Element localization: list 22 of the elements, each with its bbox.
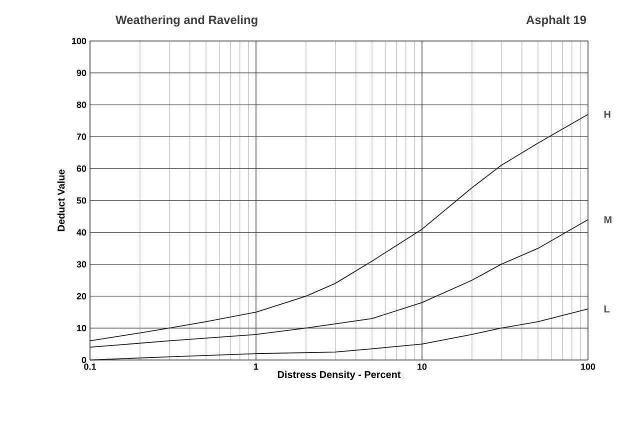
x-tick-label: 100 [581, 364, 596, 370]
x-axis-title: Distress Density - Percent [278, 370, 401, 380]
y-tick-label: 80 [76, 102, 86, 108]
y-tick-label: 60 [76, 165, 86, 172]
chart-subtitle: Asphalt 19 [526, 15, 586, 26]
series-label: M [604, 216, 612, 224]
y-tick-label: 0 [82, 356, 86, 364]
y-axis-title: Deduct Value [57, 170, 65, 232]
y-tick-label: 70 [76, 134, 86, 140]
x-tick-label: 1 [254, 364, 258, 370]
y-tick-label: 90 [76, 70, 86, 76]
y-tick-label: 30 [76, 261, 86, 268]
x-tick-label: 0.1 [84, 364, 96, 370]
x-tick-label: 10 [418, 364, 427, 370]
chart-title: Weathering and Raveling [116, 15, 258, 27]
y-tick-label: 20 [76, 293, 86, 300]
series-label: H [604, 110, 610, 118]
y-tick-label: 50 [76, 197, 86, 204]
y-tick-label: 10 [77, 324, 86, 332]
y-tick-label: 100 [72, 38, 86, 44]
y-tick-label: 40 [76, 229, 86, 236]
series-label: L [604, 306, 610, 312]
